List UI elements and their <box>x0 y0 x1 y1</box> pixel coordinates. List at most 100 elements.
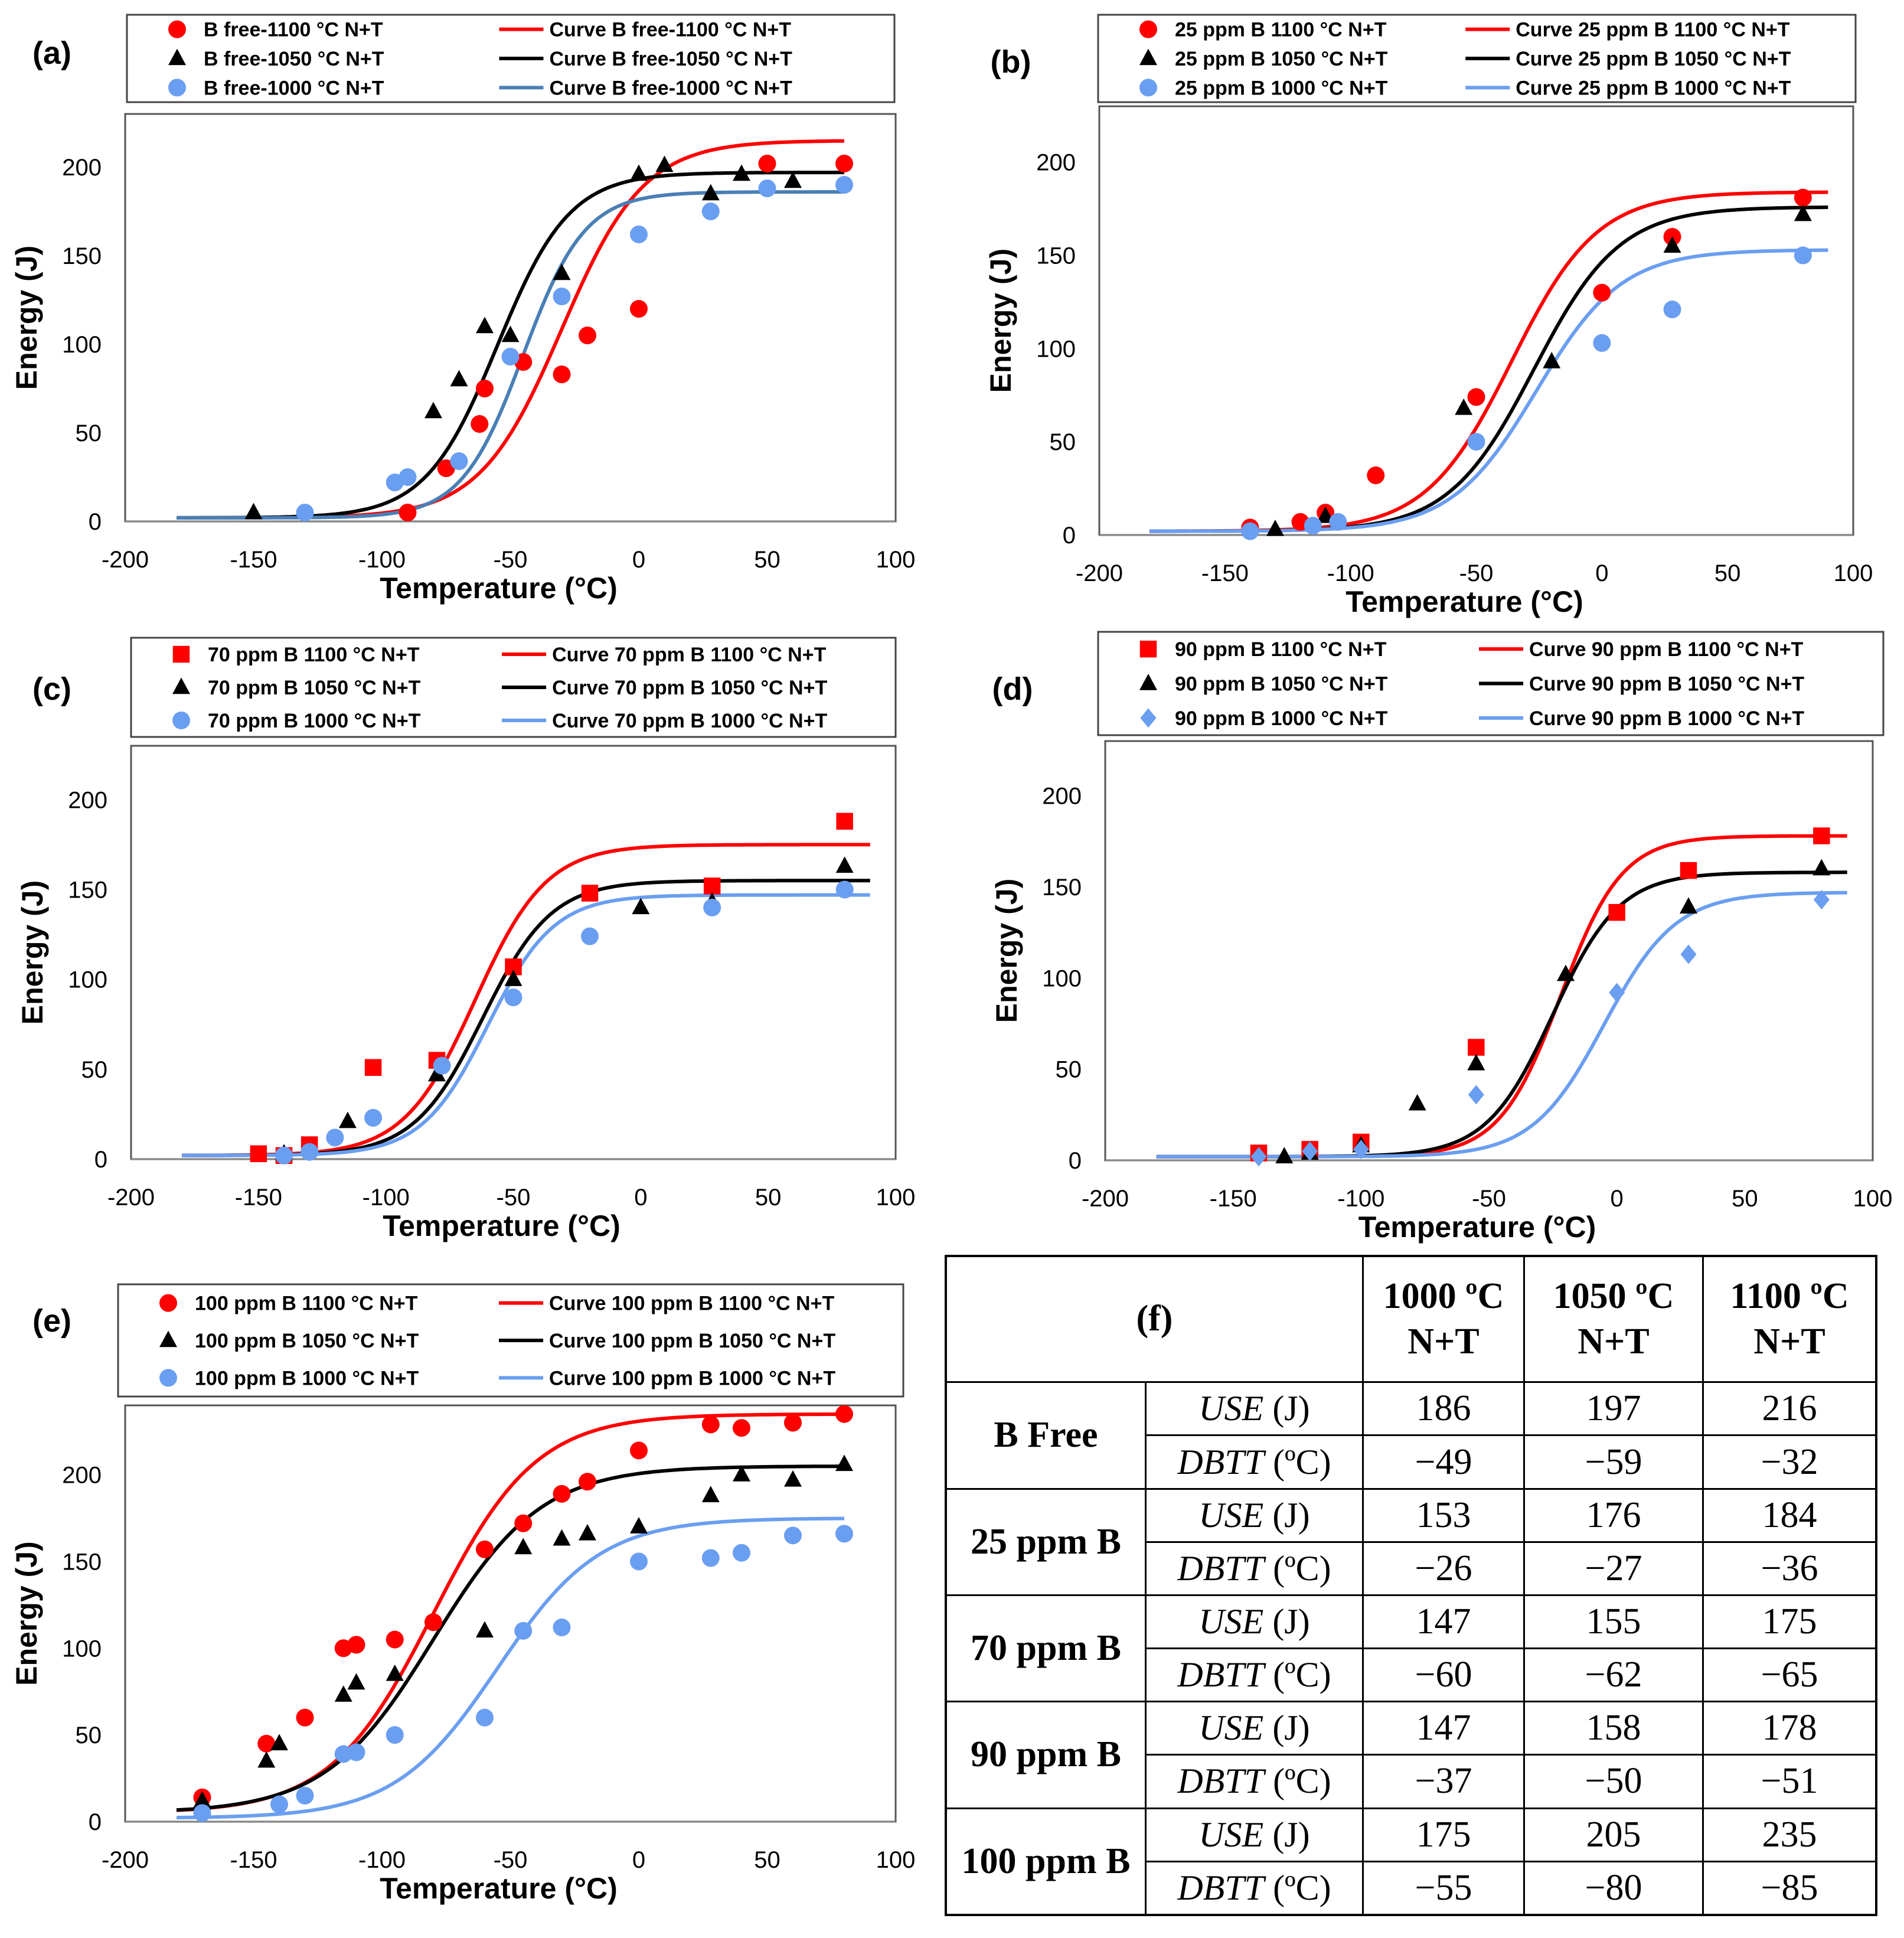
data-point <box>296 504 314 521</box>
dbtt-value: −50 <box>1523 1754 1704 1809</box>
y-tick-label: 200 <box>68 787 107 813</box>
metric-use: USE (J) <box>1145 1487 1364 1543</box>
legend-marker <box>159 1330 177 1348</box>
y-tick-label: 50 <box>81 1057 108 1083</box>
data-point <box>553 1619 571 1636</box>
data-point <box>655 155 674 172</box>
data-point <box>835 1454 853 1472</box>
metric-name: USE <box>1198 1815 1264 1854</box>
table-row: DBTT (ºC) −60 −62 −65 <box>946 1647 1877 1703</box>
dbtt-value: −49 <box>1362 1434 1525 1490</box>
data-point <box>758 180 776 197</box>
data-point <box>1543 351 1561 368</box>
metric-dbtt: DBTT (ºC) <box>1145 1434 1364 1490</box>
table-row: 90 ppm B USE (J) 147 158 178 <box>945 1701 1877 1809</box>
x-tick-label: -50 <box>1459 560 1494 586</box>
x-tick-label: 0 <box>632 1847 645 1873</box>
data-point <box>701 1549 720 1567</box>
y-tick-label: 0 <box>89 1809 102 1835</box>
legend-marker <box>168 20 186 38</box>
data-point <box>835 856 854 873</box>
data-point <box>347 1673 365 1690</box>
y-axis-title: Energy (J) <box>990 879 1023 1023</box>
data-point <box>193 1804 211 1822</box>
legend-label: 100 ppm B 1000 °C N+T <box>195 1367 419 1389</box>
metric-unit: (J) <box>1263 1708 1310 1748</box>
y-axis-title: Energy (J) <box>10 246 43 390</box>
legend-label: Curve 90 ppm B 1000 °C N+T <box>1529 707 1804 730</box>
data-point <box>1353 1139 1369 1159</box>
x-axis-title: Temperature (°C) <box>1345 585 1583 618</box>
group-name: 100 ppm B <box>945 1807 1147 1916</box>
plot-area <box>124 1404 897 1823</box>
legend-label: Curve B free-1050 °C N+T <box>550 48 793 70</box>
x-tick-label: -100 <box>1337 1186 1384 1212</box>
y-tick-label: 50 <box>76 1722 102 1748</box>
panel-label: (d) <box>992 671 1033 707</box>
x-tick-label: 100 <box>876 1185 916 1211</box>
x-tick-label: -150 <box>230 1847 277 1873</box>
legend-label: Curve 25 ppm B 1050 °C N+T <box>1516 48 1791 70</box>
legend-label: 100 ppm B 1050 °C N+T <box>195 1330 419 1352</box>
table-header-1000: 1000 ºC N+T <box>1362 1255 1525 1384</box>
data-point <box>501 348 520 366</box>
data-point <box>476 1540 494 1558</box>
panel-b: (b) -200 -150 -100 -50 0 50 100 0 50 100 150 200 Temp… <box>984 14 1873 618</box>
use-value: 158 <box>1523 1701 1704 1756</box>
x-tick-label: -150 <box>1210 1186 1257 1212</box>
metric-unit: (ºC) <box>1264 1868 1331 1907</box>
x-tick-label: 100 <box>1834 560 1873 586</box>
group-name: B Free <box>945 1381 1147 1490</box>
legend-label: Curve 25 ppm B 1000 °C N+T <box>1516 77 1791 99</box>
data-point <box>835 1525 853 1543</box>
x-tick-label: -50 <box>494 547 528 573</box>
x-tick-label: -100 <box>358 547 406 573</box>
dbtt-value: −51 <box>1702 1754 1877 1809</box>
metric-name: DBTT <box>1177 1868 1265 1907</box>
x-tick-label: -200 <box>1082 1186 1129 1212</box>
data-point <box>835 880 854 899</box>
data-point <box>758 155 776 172</box>
y-axis-title: Energy (J) <box>10 1541 43 1686</box>
use-value: 197 <box>1523 1381 1704 1437</box>
use-value: 147 <box>1362 1701 1525 1756</box>
data-point <box>424 1613 442 1632</box>
legend-label: 25 ppm B 1050 °C N+T <box>1175 48 1388 70</box>
data-point <box>364 1109 383 1127</box>
data-point <box>364 1059 382 1076</box>
legend-label: Curve 100 ppm B 1050 °C N+T <box>549 1330 835 1352</box>
data-point <box>1467 433 1485 451</box>
data-point <box>1329 513 1347 531</box>
y-tick-label: 200 <box>1042 784 1082 810</box>
x-tick-label: 100 <box>876 1847 916 1873</box>
fit-curve <box>1156 890 1847 1159</box>
data-point <box>476 1708 494 1727</box>
data-point <box>257 1734 276 1753</box>
legend-label: 25 ppm B 1100 °C N+T <box>1175 19 1387 41</box>
metric-name: DBTT <box>1177 1761 1265 1801</box>
data-point <box>835 155 853 172</box>
dbtt-value: −85 <box>1702 1860 1877 1916</box>
y-tick-label: 100 <box>68 967 107 993</box>
use-value: 176 <box>1523 1487 1704 1543</box>
data-point <box>701 203 720 220</box>
data-point <box>553 263 571 280</box>
data-point <box>424 402 442 419</box>
x-tick-label: 50 <box>754 1847 780 1873</box>
legend-label: B free-1100 °C N+T <box>204 19 383 41</box>
dbtt-value: −26 <box>1362 1541 1525 1596</box>
metric-dbtt: DBTT (ºC) <box>1145 1541 1364 1596</box>
data-point <box>450 370 468 387</box>
data-point <box>514 1538 533 1555</box>
data-point <box>1250 1147 1267 1167</box>
legend-marker <box>1139 674 1157 690</box>
x-tick-label: 100 <box>1853 1186 1893 1212</box>
y-tick-label: 100 <box>62 1636 102 1662</box>
data-point <box>553 1485 571 1503</box>
x-tick-label: -200 <box>102 1847 149 1873</box>
legend-marker <box>1140 708 1157 728</box>
data-point <box>1408 1094 1426 1111</box>
data-point <box>1467 388 1485 406</box>
y-axis-title: Energy (J) <box>16 880 49 1025</box>
